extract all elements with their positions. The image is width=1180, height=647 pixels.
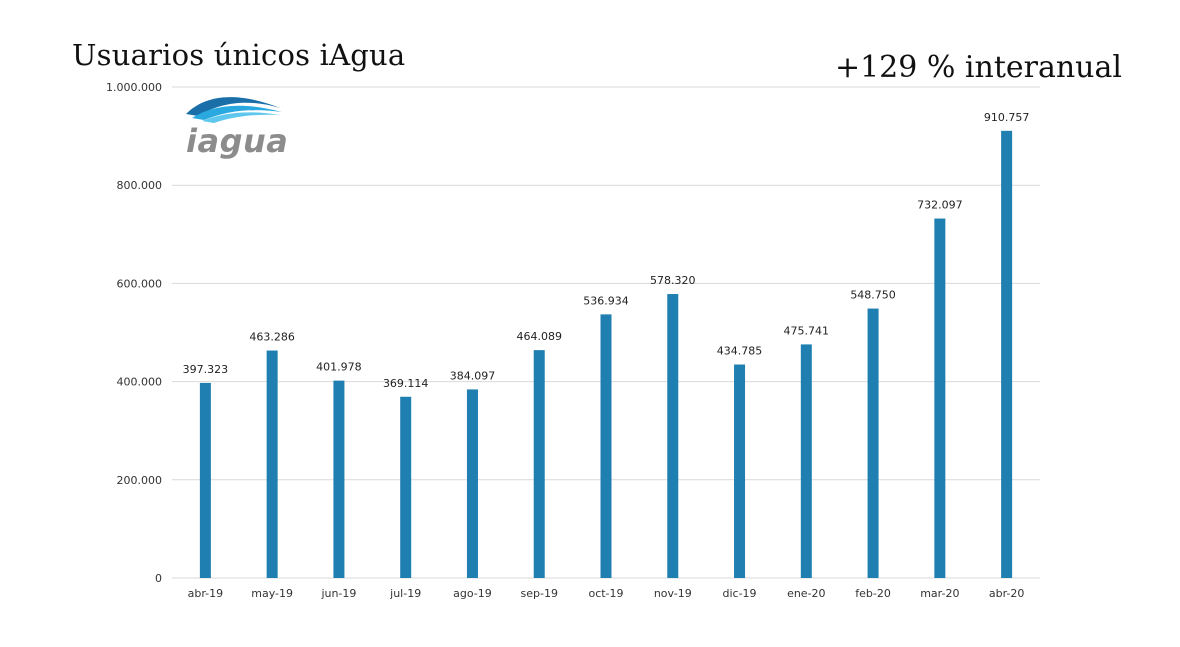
x-tick-label: ago-19 [453,587,492,600]
x-tick-label: abr-20 [989,587,1025,600]
data-label: 369.114 [383,377,429,390]
chart-title: Usuarios únicos iAgua [72,38,406,72]
data-label: 464.089 [516,330,562,343]
bar-may-19 [266,350,278,578]
wave-icon [186,97,282,123]
x-tick-label: jun-19 [320,587,356,600]
x-axis-ticks: abr-19 may-19 jun-19 jul-19 ago-19 sep-19 oct-… [188,587,1025,600]
x-tick-label: feb-20 [855,587,891,600]
data-label: 384.097 [450,369,496,382]
x-tick-label: ene-20 [787,587,825,600]
bar-mar-20 [934,218,946,578]
y-tick-label: 200.000 [117,474,163,487]
growth-annotation: +129 % interanual [834,50,1122,85]
bar-jun-19 [333,380,345,578]
bar-jul-19 [400,396,412,578]
bar-dic-19 [734,364,746,578]
x-tick-label: mar-20 [920,587,959,600]
iagua-logo: iagua [180,92,290,164]
y-axis-ticks: 0 200.000 400.000 600.000 800.000 1.000.000 [106,81,162,585]
bars [199,130,1013,579]
y-tick-label: 600.000 [117,277,163,290]
bar-nov-19 [667,294,679,578]
data-label: 536.934 [583,294,629,307]
x-tick-label: dic-19 [723,587,757,600]
y-tick-label: 400.000 [117,376,163,389]
data-label: 397.323 [183,363,229,376]
x-tick-label: jul-19 [389,587,421,600]
data-label: 910.757 [984,111,1030,124]
data-label: 434.785 [717,345,763,358]
y-tick-label: 0 [155,572,162,585]
data-label: 732.097 [917,199,963,212]
logo-text: iagua [186,122,289,160]
bar-abr-19 [199,382,211,578]
x-tick-label: abr-19 [188,587,224,600]
data-label: 463.286 [249,331,295,344]
data-label: 578.320 [650,274,696,287]
data-label: 401.978 [316,361,362,374]
x-tick-label: may-19 [251,587,293,600]
bar-ene-20 [800,344,812,578]
y-tick-label: 1.000.000 [106,81,162,94]
y-tick-label: 800.000 [117,179,163,192]
bar-abr-20 [1001,130,1013,579]
x-tick-label: oct-19 [588,587,623,600]
x-tick-label: sep-19 [521,587,558,600]
bar-oct-19 [600,314,612,578]
bar-sep-19 [533,350,545,578]
bar-ago-19 [466,389,478,578]
bar-feb-20 [867,308,879,578]
data-labels: 397.323 463.286 401.978 369.114 384.097 464.0… [183,111,1030,390]
data-label: 548.750 [850,289,896,302]
data-label: 475.741 [784,324,830,337]
x-tick-label: nov-19 [654,587,692,600]
